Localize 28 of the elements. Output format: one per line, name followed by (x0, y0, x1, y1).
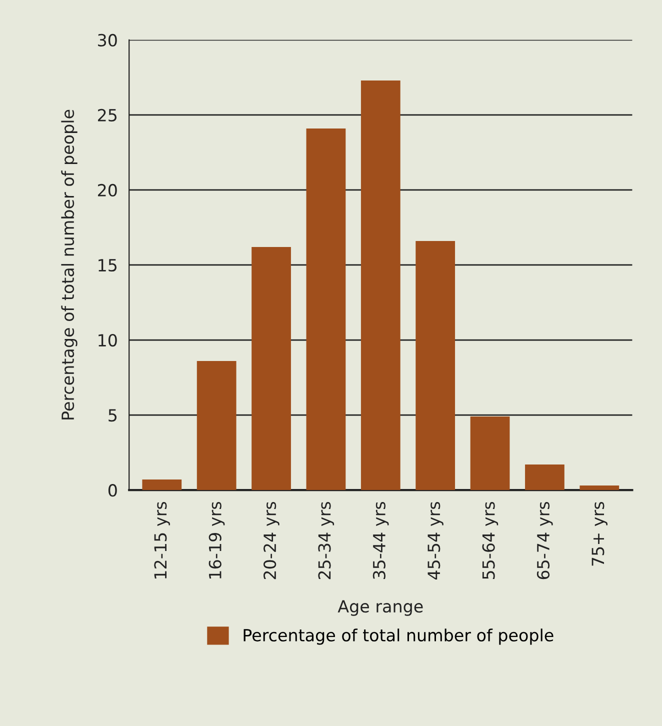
y-tick-label: 30 (98, 34, 117, 46)
bar (252, 246, 291, 490)
y-tick-label: 0 (108, 484, 117, 497)
x-tick-label: 16-19 yrs (208, 502, 225, 578)
x-tick-label: 35-44 yrs (372, 502, 389, 580)
bar (470, 416, 510, 490)
x-tick-label: 20-24 yrs (264, 502, 280, 580)
x-tick-label: 75+ yrs (592, 502, 608, 566)
bar (142, 480, 182, 490)
x-tick-label: 25-34 yrs (318, 502, 334, 580)
bar (306, 128, 346, 490)
y-tick-label: 20 (98, 184, 117, 197)
bar (360, 80, 400, 490)
x-tick-label: 45-54 yrs (428, 502, 444, 580)
y-axis-title: Percentage of total number of people (61, 110, 78, 420)
bar (196, 361, 236, 490)
x-tick-label: 12-15 yrs (154, 502, 170, 578)
y-tick-label: 5 (108, 409, 117, 422)
bar (416, 240, 456, 490)
bar (580, 486, 620, 490)
y-tick-label: 10 (98, 334, 117, 347)
x-axis-title: Age range (338, 600, 423, 616)
bar (525, 464, 564, 490)
legend-label: Percentage of total number of people (244, 628, 554, 645)
x-tick-label: 65-74 yrs (536, 502, 553, 580)
y-tick-label: 15 (98, 259, 117, 272)
x-tick-label: 55-64 yrs (482, 502, 498, 579)
y-tick-label: 25 (98, 108, 117, 122)
